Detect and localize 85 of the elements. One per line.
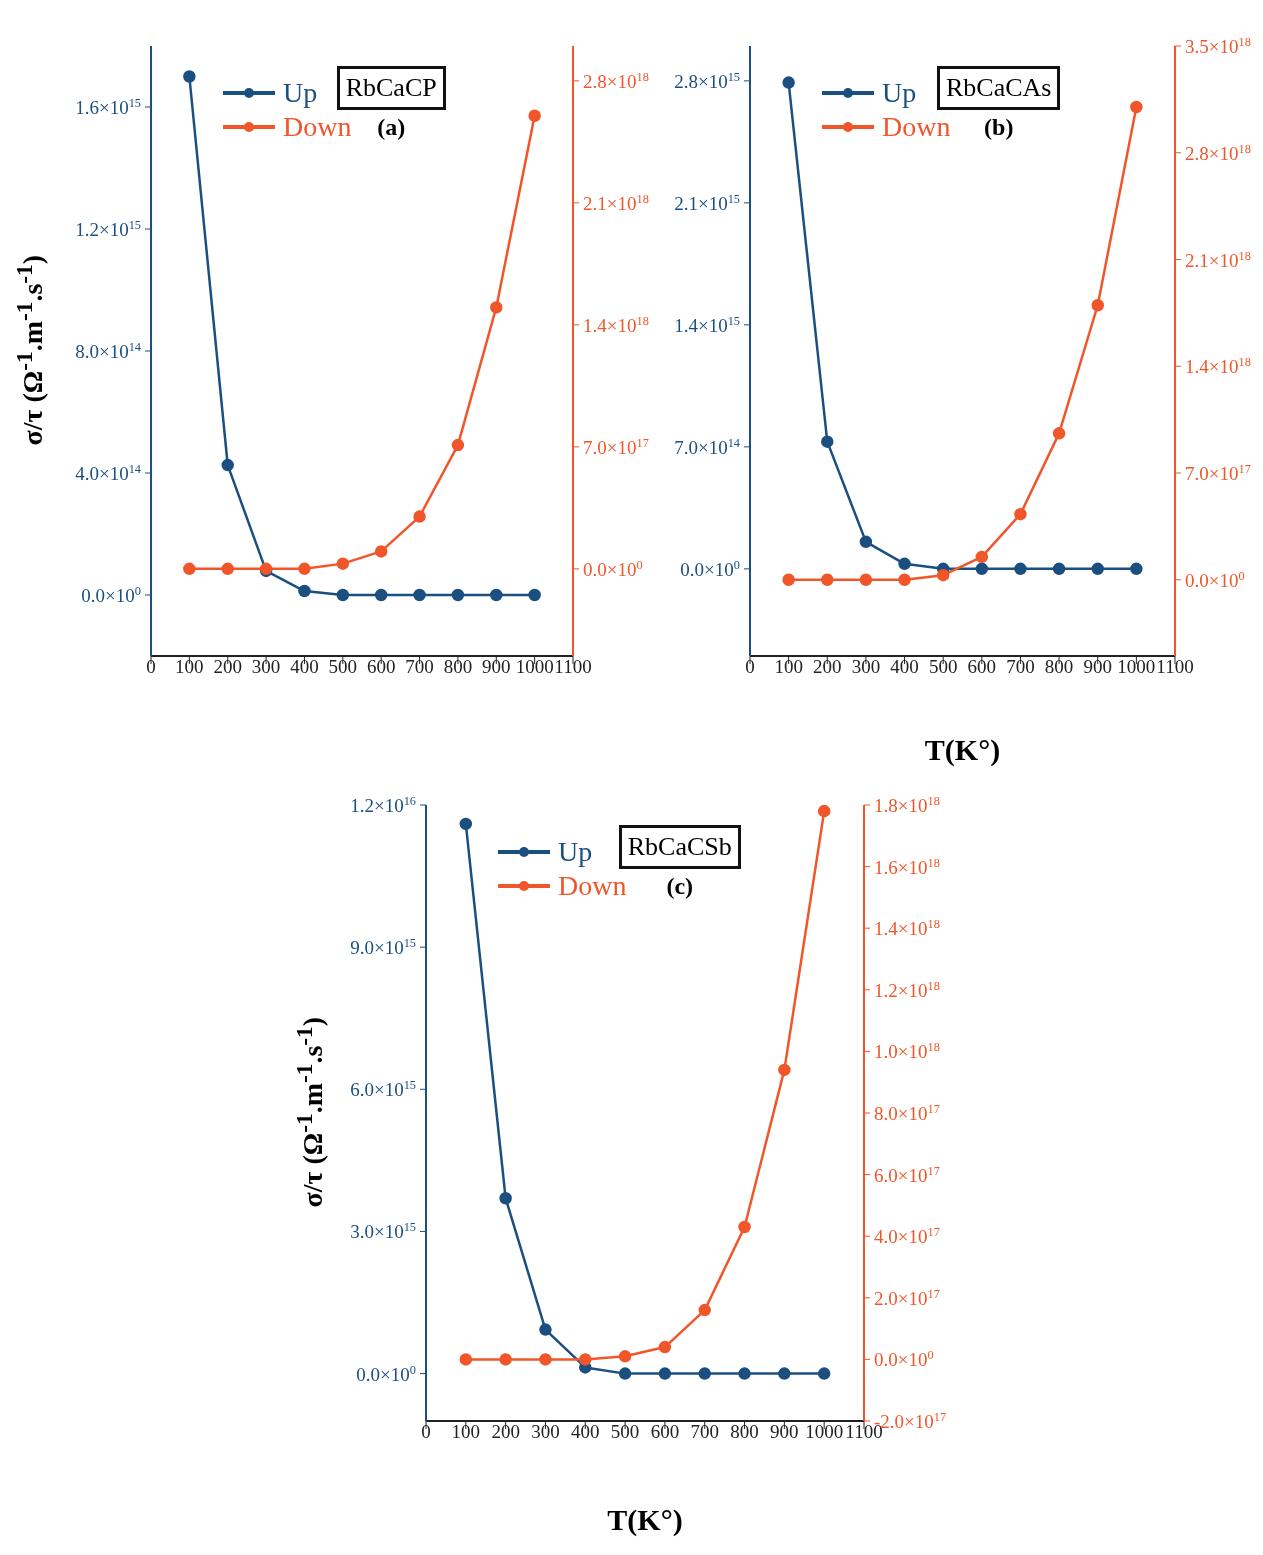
- y-tick-label: 2.8×10$^{15}$: [674, 69, 740, 92]
- y-tick-label: 1.2×10$^{15}$: [75, 218, 141, 240]
- y-tick-label: 1.6×10$^{15}$: [75, 96, 141, 118]
- y2-tick-label: 0.0×10$^{0}$: [1185, 568, 1245, 591]
- x-tick-label: 600: [650, 1421, 680, 1442]
- x-tick-label: 200: [213, 656, 242, 677]
- legend-label: Down: [558, 870, 627, 902]
- y2-tick-label: 7.0×10$^{17}$: [1185, 462, 1251, 484]
- x-tick-label: 600: [967, 656, 997, 677]
- x-tick-label: 700: [690, 1421, 719, 1442]
- x-tick-label: 700: [405, 656, 434, 677]
- x-axis-title: T(K°): [923, 733, 1002, 767]
- x-tick-label: 1000: [1117, 656, 1156, 677]
- x-tick-label: 0: [146, 656, 156, 677]
- x-tick-label: 200: [491, 1421, 520, 1442]
- x-tick-label: 1100: [554, 656, 592, 677]
- x-tick-label: 800: [730, 1421, 759, 1442]
- y2-tick-label: 6.0×10$^{17}$: [874, 1163, 940, 1186]
- y-tick-label: 7.0×10$^{14}$: [674, 435, 740, 458]
- y-tick-label: 0.0×10$^{0}$: [680, 557, 740, 580]
- y-tick-label: 3.0×10$^{15}$: [350, 1220, 416, 1243]
- y-tick-label: 0.0×10$^{0}$: [81, 584, 141, 606]
- legend-label: Up: [882, 77, 917, 109]
- y2-tick-label: 4.0×10$^{17}$: [874, 1225, 940, 1248]
- y2-tick-label: 3.5×10$^{18}$: [1185, 35, 1251, 57]
- x-tick-label: 900: [482, 656, 511, 677]
- x-tick-label: 300: [251, 656, 281, 677]
- y2-tick-label: 1.8×10$^{18}$: [874, 794, 940, 816]
- x-tick-label: 100: [175, 656, 204, 677]
- x-tick-label: 500: [928, 656, 958, 677]
- y2-tick-label: 1.4×10$^{18}$: [1185, 355, 1251, 378]
- x-axis-title: T(K°): [606, 1503, 684, 1537]
- y2-tick-label: 1.4×10$^{18}$: [874, 917, 940, 940]
- y2-tick-label: 8.0×10$^{17}$: [874, 1102, 940, 1124]
- x-tick-label: 1000: [515, 656, 554, 677]
- y2-tick-label: 2.8×10$^{18}$: [583, 69, 649, 92]
- annotation: (a): [377, 114, 406, 141]
- y-tick-label: 1.4×10$^{15}$: [674, 313, 740, 336]
- y2-tick-label: 2.8×10$^{18}$: [1185, 141, 1251, 164]
- x-tick-label: 700: [1006, 656, 1035, 677]
- x-tick-label: 900: [770, 1421, 799, 1442]
- y2-tick-label: 2.1×10$^{18}$: [583, 191, 649, 214]
- x-tick-label: 300: [531, 1421, 560, 1442]
- annotation: RbCaCP: [336, 66, 446, 110]
- x-tick-label: 500: [610, 1421, 640, 1442]
- y-tick-label: 1.2×10$^{16}$: [350, 794, 416, 816]
- x-tick-label: 500: [328, 656, 358, 677]
- legend-label: Up: [558, 836, 593, 868]
- x-tick-label: 400: [290, 656, 319, 677]
- x-tick-label: 0: [745, 656, 755, 677]
- y-tick-label: 0.0×10$^{0}$: [356, 1362, 416, 1385]
- x-tick-label: 800: [1044, 656, 1074, 677]
- x-tick-label: 400: [890, 656, 919, 677]
- x-tick-label: 400: [571, 1421, 600, 1442]
- y-tick-label: 4.0×10$^{14}$: [75, 462, 141, 484]
- y-tick-label: 8.0×10$^{14}$: [75, 340, 141, 362]
- annotation: (b): [984, 114, 1014, 141]
- x-tick-label: 200: [813, 656, 842, 677]
- annotation: RbCaCSb: [618, 825, 741, 869]
- y-tick-label: 2.1×10$^{15}$: [674, 191, 740, 214]
- y2-tick-label: 0.0×10$^{0}$: [874, 1348, 934, 1371]
- y2-tick-label: 2.0×10$^{17}$: [874, 1286, 940, 1309]
- legend-label: Up: [283, 77, 318, 109]
- x-tick-label: 1000: [805, 1421, 844, 1442]
- x-tick-label: 100: [774, 656, 803, 677]
- x-tick-label: 1100: [1156, 656, 1194, 677]
- legend-label: Down: [882, 111, 951, 143]
- y2-tick-label: 1.6×10$^{18}$: [874, 855, 940, 878]
- y2-tick-label: 1.4×10$^{18}$: [583, 313, 649, 336]
- x-tick-label: 0: [421, 1421, 431, 1442]
- y2-tick-label: 7.0×10$^{17}$: [583, 435, 649, 458]
- x-tick-label: 100: [451, 1421, 481, 1442]
- x-tick-label: 800: [443, 656, 473, 677]
- x-tick-label: 300: [851, 656, 881, 677]
- y2-tick-label: 1.0×10$^{18}$: [874, 1040, 940, 1063]
- annotation: (c): [666, 873, 694, 900]
- y2-tick-label: 1.2×10$^{18}$: [874, 978, 940, 1001]
- y-tick-label: 9.0×10$^{15}$: [350, 936, 416, 959]
- legend-label: Down: [283, 111, 352, 143]
- y2-tick-label: 2.1×10$^{18}$: [1185, 248, 1251, 271]
- x-tick-label: 600: [366, 656, 396, 677]
- x-tick-label: 900: [1083, 656, 1112, 677]
- annotation: RbCaCAs: [937, 66, 1061, 110]
- y-tick-label: 6.0×10$^{15}$: [350, 1078, 416, 1101]
- y2-tick-label: 0.0×10$^{0}$: [583, 557, 643, 580]
